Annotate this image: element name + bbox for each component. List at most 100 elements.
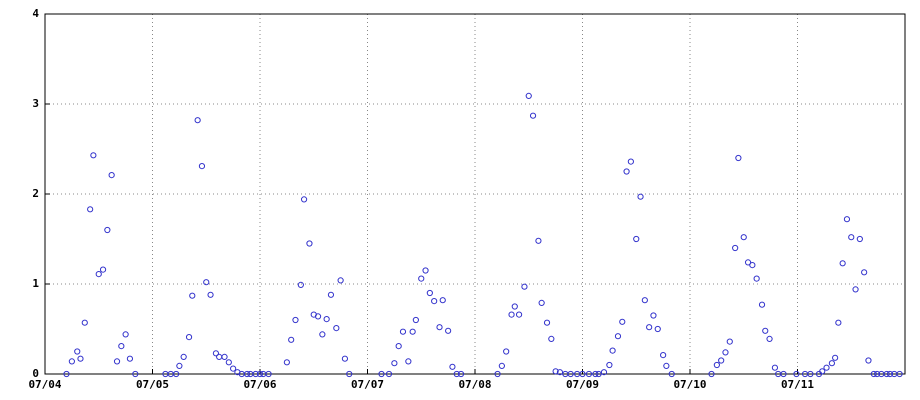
- x-tick-label: 07/05: [136, 378, 169, 391]
- point: [852, 286, 859, 293]
- point: [176, 362, 183, 369]
- point: [726, 338, 733, 345]
- point: [856, 235, 863, 243]
- point: [216, 353, 223, 360]
- point: [306, 240, 313, 247]
- point: [212, 350, 220, 357]
- point: [766, 335, 773, 342]
- point: [654, 325, 661, 333]
- point: [412, 316, 419, 324]
- point: [749, 262, 756, 269]
- point: [870, 370, 877, 378]
- point: [391, 360, 398, 367]
- plot-frame: [44, 13, 906, 375]
- point: [333, 325, 340, 332]
- point: [346, 370, 353, 378]
- point: [762, 327, 769, 334]
- point: [68, 358, 75, 365]
- point: [538, 299, 545, 306]
- point: [865, 357, 872, 364]
- point: [422, 267, 429, 274]
- point: [90, 152, 97, 159]
- point: [457, 370, 465, 378]
- point: [567, 370, 574, 378]
- point: [758, 301, 766, 308]
- point: [81, 319, 88, 326]
- point: [619, 318, 626, 325]
- point: [828, 360, 836, 367]
- point: [637, 193, 644, 200]
- point: [221, 353, 228, 360]
- point: [122, 331, 129, 338]
- point: [265, 370, 272, 378]
- x-tick-label: 07/09: [566, 378, 599, 391]
- point: [780, 370, 787, 378]
- point: [713, 361, 720, 369]
- point: [835, 319, 842, 326]
- point: [132, 370, 139, 378]
- point: [722, 349, 729, 356]
- point: [832, 354, 839, 361]
- point: [646, 324, 653, 331]
- point: [292, 316, 299, 324]
- point: [535, 237, 542, 244]
- point: [108, 172, 115, 179]
- point: [323, 316, 330, 323]
- point: [203, 279, 210, 286]
- point: [449, 363, 456, 370]
- point: [194, 117, 201, 124]
- point: [579, 370, 586, 378]
- point: [113, 358, 121, 365]
- point: [252, 370, 259, 378]
- point: [99, 266, 107, 273]
- x-tick-label: 07/06: [243, 378, 276, 391]
- point: [740, 234, 747, 241]
- point: [600, 369, 608, 376]
- point: [525, 92, 532, 100]
- point: [848, 234, 855, 241]
- point: [807, 370, 814, 378]
- point: [886, 370, 894, 378]
- point: [663, 362, 670, 369]
- point: [585, 370, 593, 378]
- point: [337, 277, 344, 284]
- point: [198, 163, 206, 170]
- point: [503, 348, 510, 355]
- point: [494, 370, 501, 378]
- point: [623, 168, 630, 175]
- point: [300, 196, 308, 203]
- y-tick-label: 1: [32, 277, 39, 290]
- point: [395, 343, 402, 350]
- point: [185, 334, 193, 341]
- point: [592, 370, 599, 378]
- point: [244, 370, 251, 378]
- point: [543, 319, 551, 326]
- point: [861, 269, 868, 276]
- x-tick-label: 07/04: [28, 378, 61, 391]
- point: [595, 370, 602, 378]
- point: [445, 327, 452, 334]
- point: [708, 370, 715, 378]
- point: [314, 313, 322, 320]
- point: [409, 328, 416, 335]
- point: [378, 370, 385, 378]
- point: [508, 311, 515, 318]
- point: [439, 297, 446, 304]
- point: [839, 260, 846, 267]
- point: [283, 359, 290, 366]
- point: [104, 226, 111, 234]
- point: [126, 355, 134, 362]
- point: [95, 271, 102, 278]
- point: [225, 359, 232, 366]
- point: [614, 333, 622, 340]
- point: [74, 348, 81, 355]
- point: [873, 370, 881, 378]
- point: [297, 281, 304, 288]
- point: [436, 324, 443, 331]
- point: [753, 275, 760, 282]
- point: [819, 368, 826, 375]
- point: [77, 355, 84, 362]
- point: [606, 361, 613, 369]
